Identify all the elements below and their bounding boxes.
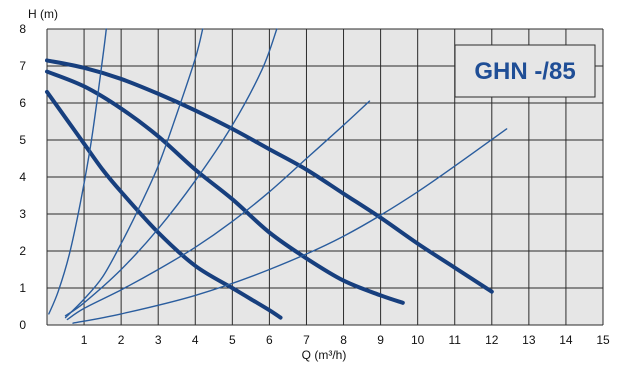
y-tick-label: 7 [19, 59, 26, 73]
x-tick-label: 13 [522, 333, 536, 347]
x-tick-label: 8 [340, 333, 347, 347]
x-tick-label: 14 [559, 333, 573, 347]
system-curve-line [48, 28, 108, 315]
x-tick-label: 2 [118, 333, 125, 347]
pump-curve-line [45, 69, 405, 305]
y-tick-label: 3 [19, 207, 26, 221]
x-tick-labels: 1 2 3 4 5 6 7 8 9 10 11 12 13 14 15 [81, 333, 610, 347]
y-axis-label: H (m) [28, 7, 58, 21]
y-tick-label: 5 [19, 133, 26, 147]
x-tick-label: 3 [155, 333, 162, 347]
x-tick-label: 9 [377, 333, 384, 347]
y-tick-label: 1 [19, 281, 26, 295]
x-tick-label: 6 [266, 333, 273, 347]
y-tick-label: 6 [19, 96, 26, 110]
x-tick-label: 15 [596, 333, 610, 347]
system-curve-line [66, 100, 371, 321]
curves-layer [45, 28, 508, 324]
pump-curve-line [45, 58, 494, 294]
system-curve-line [64, 28, 204, 319]
y-tick-label: 8 [19, 22, 26, 36]
y-tick-label: 2 [19, 244, 26, 258]
chart-title: GHN -/85 [474, 58, 575, 85]
x-tick-label: 5 [229, 333, 236, 347]
x-tick-label: 7 [303, 333, 310, 347]
y-tick-labels: 0 1 2 3 4 5 6 7 8 [19, 22, 26, 332]
system-curve-line [64, 28, 278, 317]
x-axis-label: Q (m³/h) [302, 348, 347, 362]
x-tick-label: 10 [411, 333, 425, 347]
x-tick-label: 12 [485, 333, 499, 347]
system-curve-line [72, 128, 508, 324]
x-tick-label: 1 [81, 333, 88, 347]
pump-curve-line [45, 89, 283, 320]
title-box [454, 44, 596, 98]
x-tick-label: 11 [448, 333, 461, 347]
x-tick-label: 4 [192, 333, 199, 347]
y-tick-label: 4 [19, 170, 26, 184]
y-tick-label: 0 [19, 318, 26, 332]
